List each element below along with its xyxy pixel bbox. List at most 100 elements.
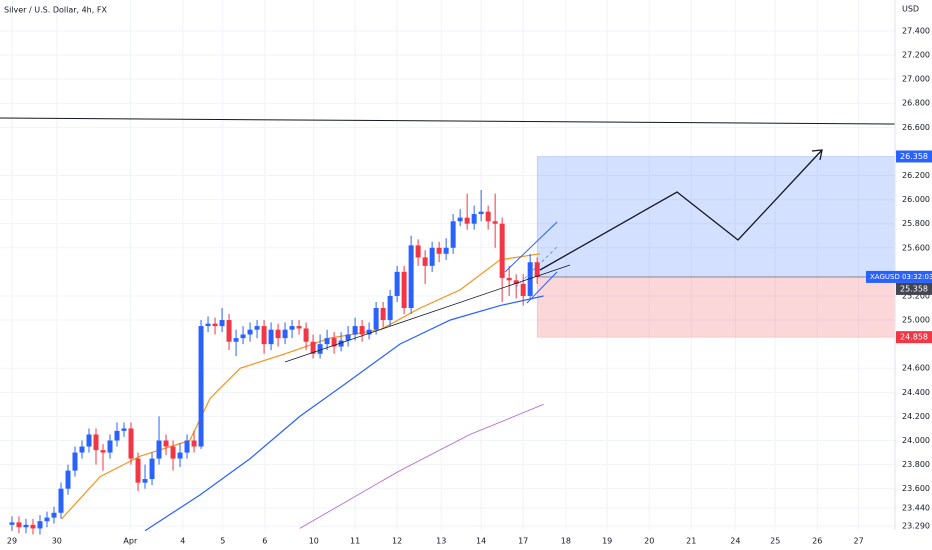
x-tick-label: 4 xyxy=(180,537,185,546)
candle-body xyxy=(478,211,484,215)
y-tick-label: 25.000 xyxy=(902,316,930,325)
x-tick-label: 20 xyxy=(644,537,654,546)
candle-body xyxy=(107,440,113,453)
projection-path xyxy=(539,149,823,271)
candle-body xyxy=(450,221,456,248)
candle-body xyxy=(121,428,127,431)
candle-body xyxy=(506,277,512,281)
candle-body xyxy=(79,446,85,453)
x-tick-label: 27 xyxy=(853,537,863,546)
candle-body xyxy=(205,323,211,327)
candle-body xyxy=(128,428,134,459)
candle-body xyxy=(408,245,414,309)
x-tick-label: 10 xyxy=(309,537,319,546)
candle-body xyxy=(401,271,407,309)
stop-zone xyxy=(536,276,896,338)
candle-body xyxy=(422,257,428,266)
candle-body xyxy=(191,440,197,447)
drawings xyxy=(0,117,896,363)
candle-body xyxy=(156,440,162,459)
candle-body xyxy=(352,326,358,335)
y-tick-label: 27.200 xyxy=(902,51,930,60)
candle-body xyxy=(338,340,344,347)
position-tool xyxy=(536,156,896,338)
candle-body xyxy=(212,323,218,327)
candle-body xyxy=(233,338,239,342)
x-tick-label: 11 xyxy=(350,537,360,546)
y-tick-label: 23.600 xyxy=(902,484,930,493)
candle-body xyxy=(65,470,71,489)
candle-body xyxy=(23,524,29,528)
resistance-line xyxy=(0,117,896,125)
y-tick-label: 25.600 xyxy=(902,243,930,252)
candle-body xyxy=(471,214,477,224)
candle-body xyxy=(303,328,309,342)
candle-body xyxy=(184,440,190,453)
axis-labels: 27.400 27.200 27.000 26.800 26.600 26.200 26.0… xyxy=(7,26,932,546)
candle-body xyxy=(359,326,365,335)
candle-body xyxy=(415,245,421,258)
candle-body xyxy=(86,434,92,447)
candle-body xyxy=(520,283,526,296)
candle-body xyxy=(37,521,43,529)
candle-body xyxy=(16,522,22,528)
candle-body xyxy=(282,329,288,339)
x-tick-label: Apr xyxy=(123,537,138,546)
target-zone xyxy=(536,156,896,278)
stop-price: 24.858 xyxy=(900,333,928,342)
y-tick-label: 24.600 xyxy=(902,364,930,373)
candle-body xyxy=(310,341,316,354)
candle-body xyxy=(317,344,323,354)
candle-body xyxy=(149,458,155,480)
candle-body xyxy=(44,517,50,522)
candle-body xyxy=(345,334,351,341)
candle-body xyxy=(268,329,274,345)
y-tick-label: 23.800 xyxy=(902,460,930,469)
candle-body xyxy=(219,320,225,327)
y-tick-label: 27.000 xyxy=(902,75,930,84)
y-tick-label: 23.440 xyxy=(902,503,930,512)
last-price: 25.358 xyxy=(900,284,928,293)
candle-body xyxy=(9,522,15,525)
x-tick-label: 24 xyxy=(730,537,740,546)
y-tick-label: 27.400 xyxy=(902,26,930,35)
candle-body xyxy=(534,262,540,277)
x-tick-label: 26 xyxy=(812,537,822,546)
candle-body xyxy=(247,329,253,335)
candle-body xyxy=(261,326,267,345)
candle-body xyxy=(499,223,505,278)
channel-line xyxy=(526,271,558,304)
candle-body xyxy=(366,329,372,335)
candle-body xyxy=(289,326,295,330)
x-tick-label: 14 xyxy=(476,537,486,546)
moving-average xyxy=(144,295,544,532)
candle-body xyxy=(527,262,533,296)
y-tick-label: 23.290 xyxy=(902,522,930,531)
candle-body xyxy=(51,512,57,518)
candle-body xyxy=(93,434,99,451)
candle-body xyxy=(324,338,330,345)
candle-body xyxy=(443,247,449,254)
countdown: 03:32:03 xyxy=(902,273,932,281)
candle-body xyxy=(170,446,176,459)
x-tick-label: 12 xyxy=(392,537,402,546)
candle-body xyxy=(436,247,442,254)
candle-body xyxy=(58,488,64,513)
candle-body xyxy=(492,221,498,224)
candle-body xyxy=(226,320,232,342)
x-tick-label: 30 xyxy=(52,537,62,546)
y-tick-label: 25.800 xyxy=(902,219,930,228)
x-tick-label: 25 xyxy=(770,537,780,546)
y-tick-label: 26.200 xyxy=(902,171,930,180)
projection-arrow xyxy=(811,149,823,161)
y-tick-label: 26.800 xyxy=(902,99,930,108)
candle-body xyxy=(296,326,302,329)
y-tick-label: 24.200 xyxy=(902,412,930,421)
candle-body xyxy=(72,452,78,471)
last-price-bg xyxy=(896,282,932,295)
candle-body xyxy=(387,295,393,321)
candle-body xyxy=(275,329,281,339)
stop-price-bg xyxy=(896,331,932,344)
x-tick-label: 29 xyxy=(7,537,17,546)
candle-body xyxy=(457,217,463,222)
